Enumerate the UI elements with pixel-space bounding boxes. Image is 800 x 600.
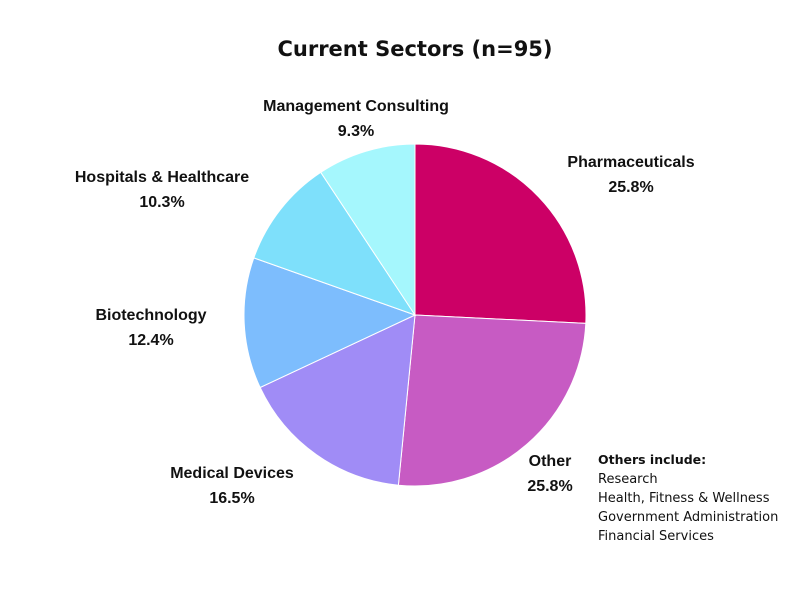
- slice-label-management-consulting: Management Consulting: [263, 98, 449, 115]
- others-note-item: Financial Services: [598, 529, 714, 544]
- slice-label-pharmaceuticals: Pharmaceuticals: [567, 154, 694, 171]
- chart-title: Current Sectors (n=95): [277, 37, 552, 61]
- slice-value-medical-devices: 16.5%: [209, 490, 254, 507]
- pie-labels: Pharmaceuticals 25.8% Other 25.8% Medical De…: [75, 98, 695, 507]
- pie-slice-pharmaceuticals: [414, 143, 587, 324]
- pie-slice-management-consulting: [320, 143, 416, 317]
- pie-slice-hospitals-healthcare: [253, 171, 417, 316]
- pie-slices: [243, 143, 587, 487]
- pie-slice-medical-devices: [259, 314, 416, 486]
- slice-value-management-consulting: 9.3%: [338, 123, 374, 140]
- others-note-items: Research Health, Fitness & Wellness Govern…: [598, 472, 778, 544]
- slice-value-hospitals-healthcare: 10.3%: [139, 194, 184, 211]
- slice-label-hospitals-healthcare: Hospitals & Healthcare: [75, 169, 249, 186]
- others-note: Others include: Research Health, Fitness …: [598, 452, 778, 544]
- others-note-item: Research: [598, 472, 658, 487]
- slice-label-medical-devices: Medical Devices: [170, 465, 294, 482]
- pie-slice-other: [397, 314, 587, 487]
- slice-label-biotechnology: Biotechnology: [95, 307, 206, 324]
- others-note-item: Government Administration: [598, 510, 778, 525]
- slice-value-other: 25.8%: [527, 478, 572, 495]
- others-note-title: Others include:: [598, 452, 706, 467]
- pie-slice-biotechnology: [243, 257, 417, 389]
- others-note-item: Health, Fitness & Wellness: [598, 491, 770, 506]
- slice-value-biotechnology: 12.4%: [128, 332, 173, 349]
- slice-label-other: Other: [529, 453, 572, 470]
- slice-value-pharmaceuticals: 25.8%: [608, 179, 653, 196]
